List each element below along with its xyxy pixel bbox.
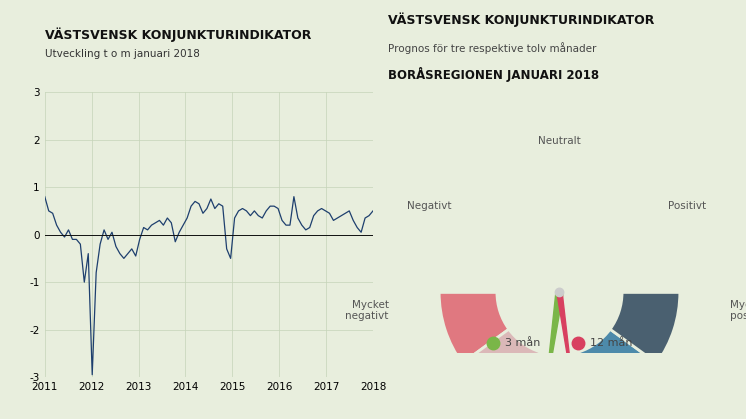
- Text: Neutralt: Neutralt: [538, 136, 581, 146]
- Wedge shape: [522, 352, 597, 413]
- Text: 12 mån: 12 mån: [589, 338, 632, 348]
- Text: Negativt: Negativt: [407, 201, 451, 211]
- Circle shape: [555, 288, 564, 297]
- Text: Mycket
positivt: Mycket positivt: [730, 300, 746, 321]
- Wedge shape: [463, 329, 540, 407]
- Text: Positivt: Positivt: [668, 201, 706, 211]
- Text: VÄSTSVENSK KONJUNKTURINDIKATOR: VÄSTSVENSK KONJUNKTURINDIKATOR: [388, 13, 654, 27]
- Text: 3 mån: 3 mån: [505, 338, 541, 348]
- Text: BORÅSREGIONEN JANUARI 2018: BORÅSREGIONEN JANUARI 2018: [388, 67, 599, 82]
- Text: Mycket
negativt: Mycket negativt: [345, 300, 389, 321]
- Text: Prognos för tre respektive tolv månader: Prognos för tre respektive tolv månader: [388, 42, 596, 54]
- Wedge shape: [610, 292, 680, 363]
- Polygon shape: [557, 292, 574, 397]
- Wedge shape: [579, 329, 656, 407]
- Wedge shape: [439, 292, 509, 363]
- Text: VÄSTSVENSK KONJUNKTURINDIKATOR: VÄSTSVENSK KONJUNKTURINDIKATOR: [45, 27, 311, 42]
- Text: Utveckling t o m januari 2018: Utveckling t o m januari 2018: [45, 49, 200, 59]
- Polygon shape: [545, 292, 563, 397]
